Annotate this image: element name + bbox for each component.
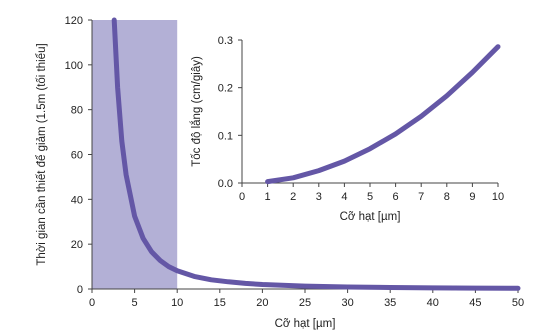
inset-x-tick-label: 2: [290, 191, 296, 203]
inset-chart: 0 1 2 3 4 5 6 7 8 9 10 0.0 0.1 0.2 0.3 Cỡ hạt [µm] Tố…: [180, 22, 516, 230]
main-x-tick-label: 50: [512, 297, 524, 309]
main-x-tick-label: 35: [384, 297, 396, 309]
main-x-tick-label: 40: [427, 297, 439, 309]
inset-x-tick-label: 7: [418, 191, 424, 203]
main-y-axis-label: Thời gian cần thiết để giảm (1.5m (tối t…: [36, 43, 48, 265]
inset-x-tick-label: 8: [444, 191, 450, 203]
inset-y-tick-label: 0.1: [218, 130, 233, 142]
main-y-tick-label: 20: [71, 239, 83, 251]
inset-background: [180, 22, 516, 230]
main-y-ticks: 0 20 40 60 80 100 120: [65, 15, 92, 296]
main-x-ticks: 0 5 10 15 20 25 30 35 40 45 50: [89, 289, 524, 309]
main-x-tick-label: 45: [469, 297, 481, 309]
inset-x-ticks: 0 1 2 3 4 5 6 7 8 9 10: [239, 183, 504, 203]
main-x-tick-label: 5: [132, 297, 138, 309]
main-y-tick-label: 40: [71, 194, 83, 206]
main-x-tick-label: 20: [256, 297, 268, 309]
main-x-axis-label: Cỡ hạt [µm]: [275, 318, 336, 330]
main-x-tick-label: 15: [214, 297, 226, 309]
inset-x-tick-label: 0: [239, 191, 245, 203]
inset-x-tick-label: 6: [393, 191, 399, 203]
inset-x-tick-label: 5: [367, 191, 373, 203]
inset-x-axis-label: Cỡ hạt [µm]: [340, 211, 401, 223]
inset-y-tick-label: 0.2: [218, 83, 233, 95]
inset-x-tick-label: 1: [265, 191, 271, 203]
inset-y-tick-label: 0.0: [218, 178, 233, 190]
inset-series-line: [265, 44, 501, 185]
inset-y-ticks: 0.0 0.1 0.2 0.3: [218, 35, 242, 190]
main-series-line: [111, 17, 521, 291]
inset-y-axis-label: Tốc độ lắng (cm/giây): [190, 56, 203, 167]
inset-x-tick-label: 10: [492, 191, 504, 203]
main-x-tick-label: 0: [89, 297, 95, 309]
main-y-tick-label: 80: [71, 105, 83, 117]
main-y-tick-label: 60: [71, 150, 83, 162]
shaded-region: [92, 20, 178, 289]
main-x-tick-label: 30: [341, 297, 353, 309]
main-y-tick-label: 0: [77, 284, 83, 296]
inset-y-tick-label: 0.3: [218, 35, 233, 47]
inset-x-tick-label: 4: [341, 191, 347, 203]
inset-x-tick-label: 3: [316, 191, 322, 203]
main-x-tick-label: 10: [171, 297, 183, 309]
main-x-tick-label: 25: [299, 297, 311, 309]
main-y-tick-label: 100: [65, 60, 83, 72]
inset-x-tick-label: 9: [469, 191, 475, 203]
main-y-tick-label: 120: [65, 15, 83, 27]
